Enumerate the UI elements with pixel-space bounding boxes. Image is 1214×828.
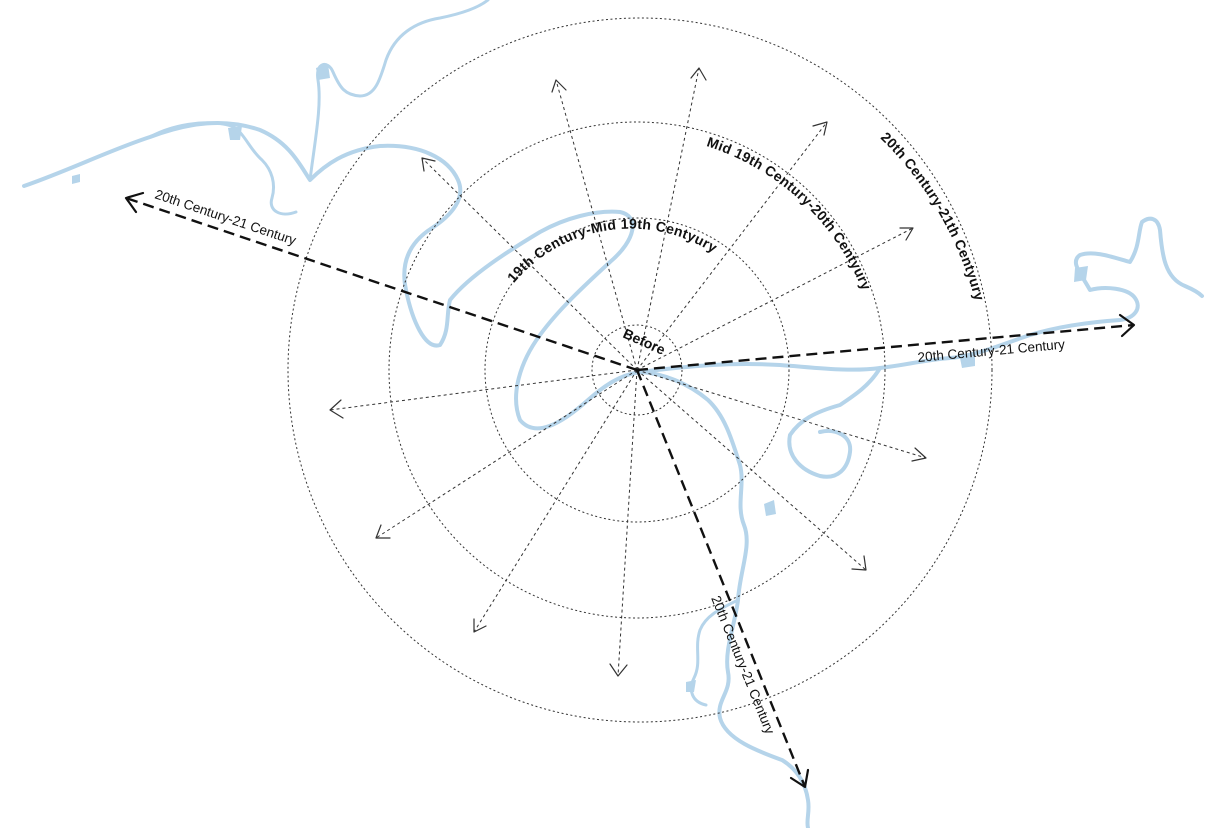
axis-west [125,196,638,372]
radial-arrows [329,67,927,677]
ray-nnw [555,79,638,371]
labels: Before 19th Century-Mid 19th Centyury Mi… [153,129,1066,737]
pond-south [686,680,696,692]
ring-before [591,324,683,416]
arrowhead-nnw [551,79,567,93]
arrowhead-w [329,399,344,419]
river-east-branch [638,216,1204,374]
axis-label-west: 20th Century-21 Century [153,187,298,248]
ring-label-20th-century: 20th Century-21th Centyury [878,129,988,303]
ray-se [636,369,867,571]
river-east-loop [787,366,882,479]
ray-w [329,369,638,411]
river-main [22,121,811,828]
arrowhead-nw [421,157,436,172]
arrowhead-n [690,67,707,81]
arrowhead-ese [911,447,927,462]
ray-s [617,369,638,677]
river-south-tributary [689,598,740,707]
pond-north [316,64,330,80]
ring-mid-19th-century [388,121,886,619]
pond-west-small [72,174,80,184]
arrowhead-ne [812,121,828,136]
ring-label-19th-century: 19th Century-Mid 19th Centyury [504,216,720,286]
arrowhead-ene [899,227,914,241]
ray-sw [375,369,638,539]
river-north-tributary [308,0,490,182]
river-network [22,0,1204,828]
axis-south [635,369,807,788]
ring-19th-century [484,217,790,523]
arrowhead-south [789,768,810,789]
ray-ene [636,227,914,371]
arrowhead-ssw [473,618,487,633]
pond-west [228,126,242,140]
arrowhead-se [851,555,867,571]
river-west-branch [148,121,298,216]
ring-label-mid-19th-century: Mid 19th Century-20th Centyury [705,134,875,293]
arrowhead-s [609,663,628,677]
ring-20th-century [287,17,993,723]
major-axes [124,191,1136,789]
lake-east [960,356,975,368]
arrowhead-sw [375,524,391,539]
arrowhead-west [124,191,145,214]
axis-east [636,323,1135,372]
center-label: Before [621,325,668,358]
pond-east-1 [1074,266,1088,282]
period-rings [287,17,993,723]
arrowhead-east [1118,313,1136,338]
ray-ssw [473,369,638,633]
ray-ese [636,369,927,459]
pond-southeast [764,500,776,516]
ray-nw [421,157,638,371]
ray-ne [636,121,828,371]
axis-label-east: 20th Century-21 Century [917,337,1066,365]
